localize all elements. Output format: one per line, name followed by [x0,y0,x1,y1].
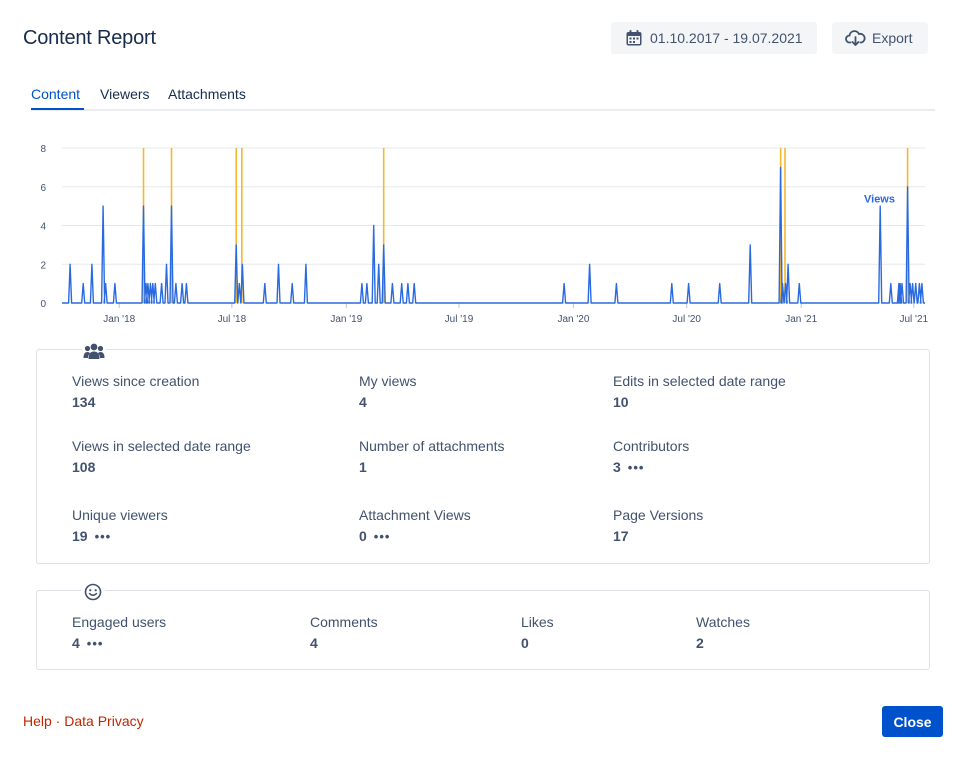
engagement-panel: Engaged users 4 ••• Comments 4 Likes 0 Wa… [36,582,930,670]
stat-value: 10 [613,394,629,410]
stat-views-since-creation: Views since creation 134 [72,373,199,410]
stat-comments: Comments 4 [310,614,378,651]
data-privacy-link[interactable]: Data Privacy [64,713,144,729]
stat-label: Number of attachments [359,438,505,454]
more-button[interactable]: ••• [373,528,391,544]
tab-viewers[interactable]: Viewers [100,86,150,102]
stat-label: Attachment Views [359,507,471,523]
stat-label: Likes [521,614,554,630]
stat-label: Contributors [613,438,690,454]
stat-value: 1 [359,459,367,475]
x-tick-label: Jul '21 [900,314,929,325]
page-title: Content Report [23,27,156,49]
stat-value: 108 [72,459,96,475]
stat-attachments: Number of attachments 1 [359,438,505,475]
y-tick-label: 2 [40,260,46,271]
x-axis: Jan '18 Jul '18 Jan '19 Jul '19 Jan '20 Jul '… [103,303,929,325]
y-axis: 0 2 4 6 8 [40,144,46,310]
close-button[interactable]: Close [882,706,943,737]
stat-label: Watches [696,614,750,630]
stat-value: 4 [72,635,80,651]
views-series-line [62,166,925,304]
stat-unique-viewers: Unique viewers 19 ••• [72,507,168,544]
x-tick-label: Jan '21 [785,314,817,325]
content-stats-panel: Views since creation 134 My views 4 Edit… [36,341,930,564]
stat-value: 4 [310,635,318,651]
footer-links: Help · Data Privacy [23,713,144,729]
stat-value: 134 [72,394,96,410]
help-link[interactable]: Help [23,713,52,729]
stat-label: Page Versions [613,507,704,523]
users-icon [82,341,106,361]
stat-label: Edits in selected date range [613,373,786,389]
stat-my-views: My views 4 [359,373,417,410]
date-range-button[interactable]: 01.10.2017 - 19.07.2021 [611,22,817,54]
date-range-label: 01.10.2017 - 19.07.2021 [650,30,803,46]
footer-separator: · [51,713,65,729]
stat-watches: Watches 2 [696,614,750,651]
stat-contributors: Contributors 3 ••• [613,438,689,475]
x-tick-label: Jan '18 [103,314,135,325]
export-button[interactable]: Export [832,22,928,54]
chart-grid [62,147,925,304]
active-tab-indicator [31,108,84,110]
y-tick-label: 4 [40,222,46,233]
tab-content[interactable]: Content [31,86,81,102]
stat-label: Comments [310,614,378,630]
smiley-icon [81,582,105,602]
stat-value: 2 [696,635,704,651]
tab-attachments[interactable]: Attachments [168,86,246,102]
cloud-download-icon [845,30,866,46]
views-chart: 0 2 4 6 8 Jan '18 Jul '18 Jan '19 Jul '19 Jan '2… [40,144,929,325]
y-tick-label: 0 [40,299,46,310]
stat-likes: Likes 0 [521,614,554,651]
stat-label: Views since creation [72,373,200,389]
stat-label: Views in selected date range [72,438,251,454]
y-tick-label: 6 [40,183,46,194]
stat-value: 0 [521,635,529,651]
more-button[interactable]: ••• [627,459,645,475]
stat-page-versions: Page Versions 17 [613,507,703,544]
stat-attachment-views: Attachment Views 0 ••• [359,507,471,544]
x-tick-label: Jan '20 [557,314,589,325]
x-tick-label: Jul '19 [445,314,474,325]
stat-views-in-range: Views in selected date range 108 [72,438,251,475]
stat-value: 0 [359,528,367,544]
stat-edits: Edits in selected date range 10 [613,373,786,410]
stat-label: My views [359,373,417,389]
views-annotation: Views [864,193,895,205]
x-tick-label: Jul '20 [672,314,701,325]
stat-engaged-users: Engaged users 4 ••• [72,614,166,651]
stat-label: Engaged users [72,614,167,630]
more-button[interactable]: ••• [86,635,104,651]
y-tick-label: 8 [40,144,46,155]
calendar-icon [626,30,642,46]
stat-value: 3 [613,459,621,475]
x-tick-label: Jul '18 [218,314,247,325]
more-button[interactable]: ••• [94,528,112,544]
stat-value: 19 [72,528,88,544]
x-tick-label: Jan '19 [330,314,362,325]
stat-value: 4 [359,394,367,410]
stat-value: 17 [613,528,629,544]
export-label: Export [872,30,913,46]
tab-bar: Content Viewers Attachments [31,86,935,111]
stat-label: Unique viewers [72,507,168,523]
